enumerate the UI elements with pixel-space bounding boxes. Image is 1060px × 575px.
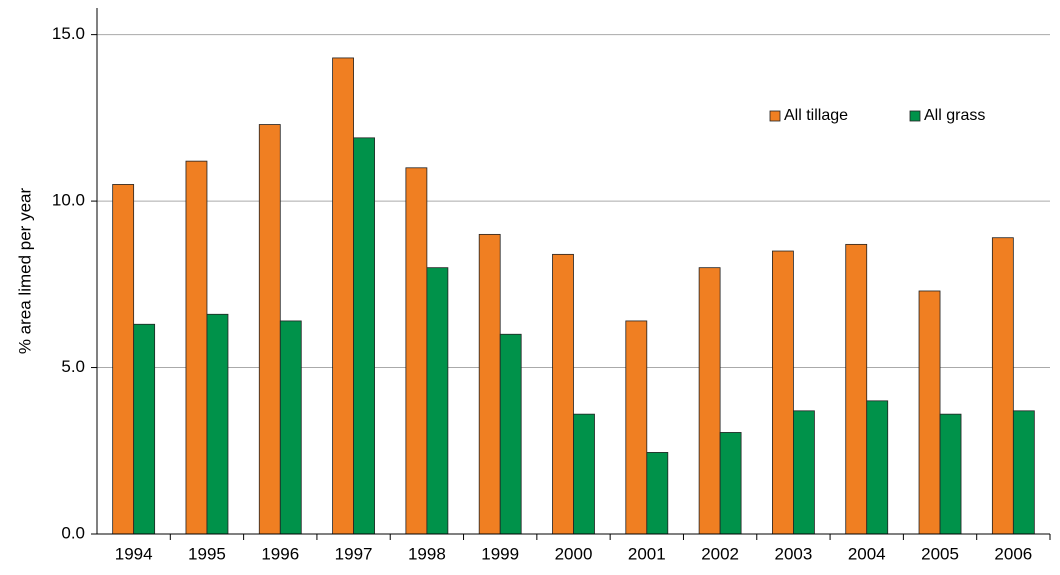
y-tick-label: 5.0 — [61, 357, 85, 376]
bar — [1012, 410, 1035, 535]
x-tick-label: 2002 — [701, 544, 739, 563]
bar — [133, 323, 156, 535]
bar — [772, 250, 794, 535]
bar — [279, 320, 302, 535]
bar — [918, 290, 941, 535]
bar — [625, 320, 648, 535]
bar — [939, 413, 962, 535]
x-tick-label: 1998 — [408, 544, 446, 563]
x-tick-label: 1996 — [261, 544, 299, 563]
x-tick-label: 2000 — [555, 544, 593, 563]
bar — [405, 167, 428, 535]
x-tick-label: 2004 — [848, 544, 886, 563]
bar — [845, 243, 868, 535]
bar — [332, 57, 354, 535]
y-tick-label: 10.0 — [52, 191, 85, 210]
legend-swatch — [769, 110, 781, 122]
bar — [112, 184, 135, 535]
bar — [426, 267, 449, 535]
bar — [793, 410, 815, 535]
legend-label: All tillage — [784, 107, 848, 124]
bar — [478, 233, 501, 535]
bar — [185, 160, 208, 535]
bar — [353, 137, 375, 535]
x-tick-label: 1994 — [115, 544, 153, 563]
legend-swatch — [909, 110, 921, 122]
y-tick-label: 0.0 — [61, 523, 85, 542]
bar — [206, 313, 229, 535]
bar — [866, 400, 889, 535]
x-tick-label: 1997 — [335, 544, 373, 563]
x-tick-label: 1995 — [188, 544, 226, 563]
x-tick-label: 2006 — [994, 544, 1032, 563]
x-tick-label: 1999 — [481, 544, 519, 563]
y-tick-label: 15.0 — [52, 24, 85, 43]
x-tick-label: 2001 — [628, 544, 666, 563]
bar — [719, 432, 742, 535]
bar — [991, 237, 1014, 535]
bar — [573, 413, 595, 535]
x-tick-label: 2005 — [921, 544, 959, 563]
bar — [499, 333, 522, 535]
bar — [258, 124, 281, 535]
y-axis-label: % area limed per year — [15, 188, 34, 355]
x-tick-label: 2003 — [775, 544, 813, 563]
bar — [552, 253, 574, 535]
bar — [698, 267, 721, 535]
bar — [646, 452, 669, 535]
legend-label: All grass — [924, 107, 985, 124]
